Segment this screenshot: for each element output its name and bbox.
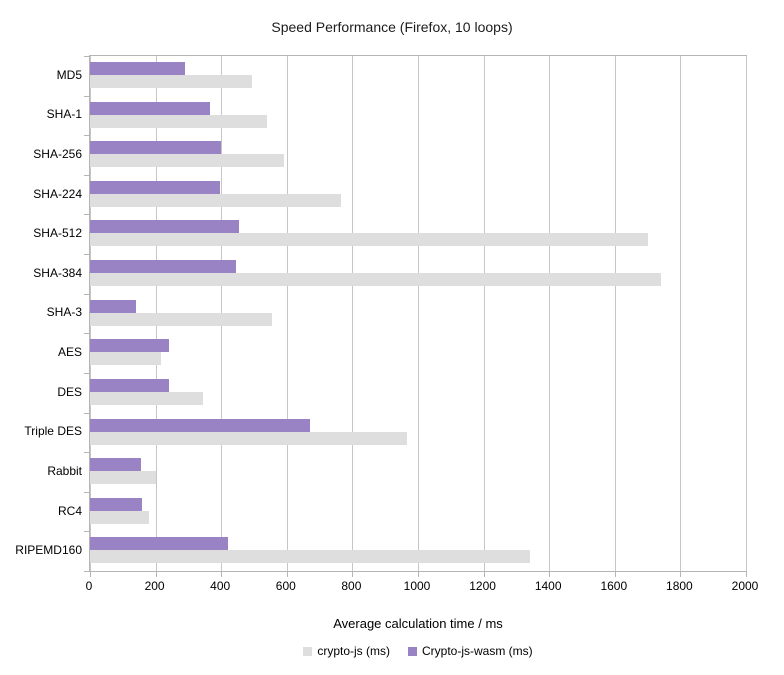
legend: crypto-js (ms) Crypto-js-wasm (ms) [89,644,747,658]
bar-crypto-js-wasm [90,62,186,75]
x-axis-tick [680,572,682,577]
y-axis-tick [84,174,89,176]
crypto-js-wasm-swatch-icon [408,646,417,656]
category-label: SHA-1 [46,107,82,122]
bar-crypto-js-wasm [90,101,210,115]
x-tick-label: 1800 [666,579,693,593]
category-label: AES [57,345,82,360]
bar-crypto-js [90,273,661,287]
x-tick-label: 1000 [403,579,431,593]
x-axis-tick [221,572,223,577]
bar-crypto-js [90,431,407,445]
bar-crypto-js-wasm [90,537,228,551]
x-tick-label: 1200 [469,579,496,593]
x-axis-tick [614,572,616,577]
x-axis-tick [418,572,419,577]
x-tick-label: 200 [144,579,165,593]
bar-crypto-js [90,154,284,168]
category-label: MD5 [56,67,82,82]
bar-crypto-js [90,391,204,405]
y-axis-tick [84,56,89,57]
category-label: RIPEMD160 [15,543,82,558]
x-tick-label: 400 [210,579,231,593]
bar-crypto-js [90,510,150,524]
x-axis-tick [549,572,551,577]
legend-item-crypto-js: crypto-js (ms) [303,644,390,658]
legend-label-crypto-js: crypto-js (ms) [317,644,390,658]
bar-crypto-js [90,75,253,88]
bar-crypto-js [90,471,156,485]
gridline [549,56,551,571]
y-axis-tick [84,531,89,533]
x-tick-labels: 0 200 400 600 800 1000 1200 1400 1600 1800 2000 [85,579,759,594]
gridline [614,56,616,571]
y-axis-category-labels: MD5 SHA-1 SHA-256 SHA-224 SHA-512 SHA-384 SHA-… [0,55,82,572]
category-label: SHA-224 [33,186,82,201]
x-axis-tick [352,572,354,577]
category-label: SHA-3 [46,305,82,320]
bar-crypto-js-wasm [90,418,310,432]
x-tick-label: 1400 [534,579,562,593]
gridline [418,56,419,571]
y-axis-tick [84,214,89,216]
category-label: Rabbit [47,463,82,478]
plot-area [84,55,747,577]
category-label: SHA-512 [33,226,82,241]
legend-label-crypto-js-wasm: Crypto-js-wasm (ms) [422,644,533,658]
category-label: RC4 [57,503,82,518]
crypto-js-swatch-icon [303,646,313,656]
chart-title: Speed Performance (Firefox, 10 loops) [271,19,513,35]
x-tick-label: 0 [85,579,93,593]
bar-crypto-js-wasm [90,458,141,472]
y-axis-tick [84,491,89,493]
gridline [746,56,747,571]
bar-crypto-js-wasm [90,299,136,313]
bar-crypto-js-wasm [90,141,222,155]
category-label: Triple DES [24,424,82,439]
y-axis-tick [84,254,89,256]
y-axis-tick [84,95,89,97]
bar-crypto-js-wasm [90,378,169,392]
category-label: SHA-256 [33,147,82,162]
x-axis-tick [746,572,747,577]
gridline [352,56,354,571]
legend-item-crypto-js-wasm: Crypto-js-wasm (ms) [408,644,533,658]
x-axis-tick [286,572,288,577]
bar-crypto-js [90,352,161,366]
bar-crypto-js [90,114,268,128]
bar-crypto-js [90,233,648,247]
y-axis-tick [84,135,89,137]
x-axis-tick [90,572,91,577]
x-tick-label: 800 [341,579,362,593]
x-tick-label: 2000 [731,579,759,593]
bar-crypto-js-wasm [90,339,169,353]
bar-crypto-js [90,312,273,326]
category-label: DES [57,384,82,399]
gridline [483,56,485,571]
gridline [286,56,288,571]
y-axis-tick [84,452,89,454]
bar-crypto-js-wasm [90,260,236,274]
category-label: SHA-384 [33,265,82,280]
x-tick-label: 600 [275,579,296,593]
y-axis-tick [84,293,89,295]
y-axis-tick [84,372,89,374]
gridline [680,56,682,571]
y-axis-tick [84,412,89,414]
y-axis-tick [84,571,89,572]
x-axis-tick [483,572,485,577]
bar-crypto-js [90,193,341,207]
x-tick-label: 1600 [600,579,628,593]
y-axis-tick [84,333,89,335]
bar-crypto-js-wasm [90,497,143,511]
bar-crypto-js-wasm [90,180,220,194]
x-axis-tick [155,572,157,577]
bar-crypto-js-wasm [90,220,240,234]
x-axis-title: Average calculation time / ms [333,616,503,631]
bar-crypto-js [90,550,530,564]
